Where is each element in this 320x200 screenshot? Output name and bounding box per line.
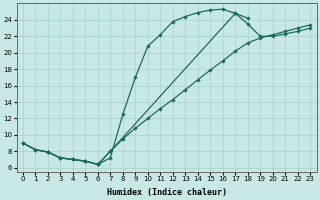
- X-axis label: Humidex (Indice chaleur): Humidex (Indice chaleur): [107, 188, 227, 197]
